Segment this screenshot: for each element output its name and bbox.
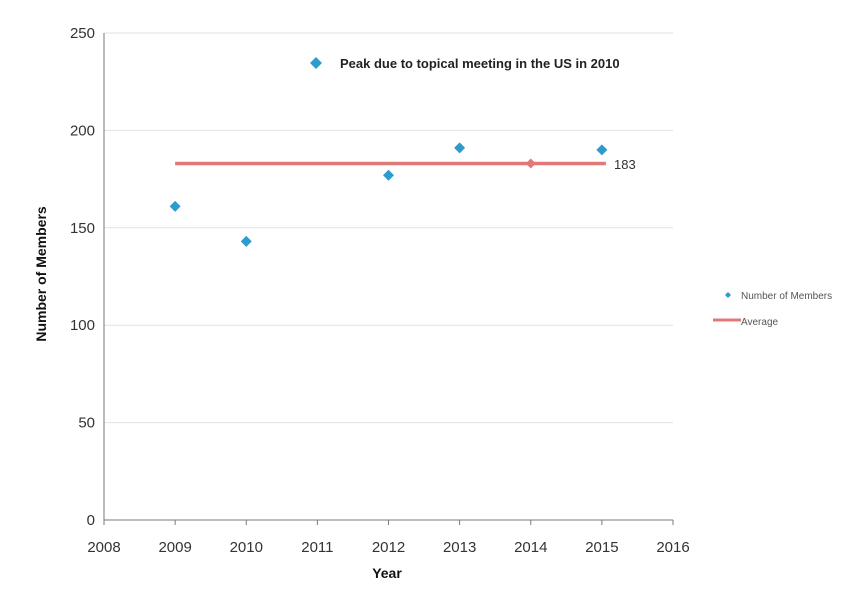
x-tick-label: 2011 (301, 539, 333, 556)
legend: Number of Members Average (713, 291, 832, 328)
legend-marker-members (725, 292, 731, 298)
y-tick-label: 200 (70, 122, 95, 139)
x-axis-title: Year (372, 565, 402, 581)
x-tick-label: 2013 (443, 539, 476, 556)
y-tick-labels: 0 50 100 150 200 250 (70, 25, 95, 529)
axes (103, 33, 674, 525)
member-series (169, 142, 608, 247)
data-point (596, 144, 608, 156)
x-tick-label: 2014 (514, 539, 547, 556)
y-tick-label: 150 (70, 220, 95, 237)
x-tick-labels: 2008 2009 2010 2011 2012 2013 2014 2015 2016 (87, 539, 689, 556)
annotation: Peak due to topical meeting in the US in… (310, 56, 620, 71)
data-point (454, 142, 466, 154)
y-tick-label: 0 (87, 512, 95, 529)
data-point (240, 235, 252, 247)
x-tick-label: 2009 (158, 539, 191, 556)
x-tick-label: 2016 (656, 539, 689, 556)
gridlines (104, 32, 673, 424)
y-tick-label: 100 (70, 317, 95, 334)
x-tick-label: 2012 (372, 539, 405, 556)
average-series (175, 158, 606, 169)
legend-label-average: Average (741, 317, 779, 328)
y-tick-label: 50 (78, 415, 95, 432)
data-point (383, 169, 394, 181)
annotation-text: Peak due to topical meeting in the US in… (340, 56, 620, 71)
y-tick-label: 250 (70, 25, 95, 42)
annotation-marker (310, 57, 322, 69)
x-tick-label: 2010 (230, 539, 263, 556)
x-tick-label: 2015 (585, 539, 618, 556)
legend-label-members: Number of Members (741, 291, 832, 302)
x-tick-label: 2008 (87, 539, 120, 556)
average-marker (525, 158, 536, 169)
average-value-label: 183 (614, 157, 636, 172)
data-point (169, 200, 181, 212)
y-axis-title: Number of Members (33, 206, 49, 342)
